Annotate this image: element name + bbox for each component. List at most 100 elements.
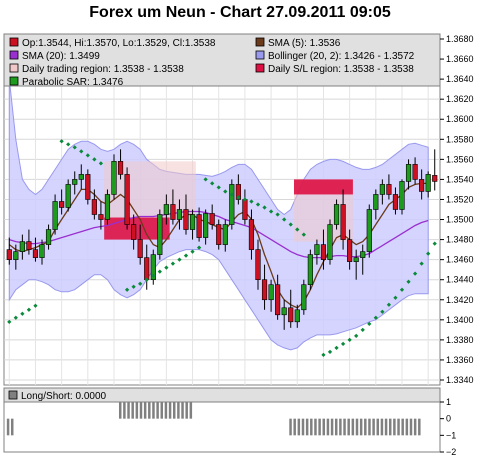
sar-dot: [131, 284, 136, 289]
long-short-bar: [314, 418, 317, 436]
candle-body: [6, 249, 12, 260]
sar-dot: [59, 139, 64, 144]
candle: [189, 209, 196, 240]
candle: [366, 204, 372, 258]
candle: [412, 157, 418, 185]
long-short-bar: [131, 402, 134, 419]
long-short-bar: [177, 402, 180, 419]
candle-body: [124, 174, 130, 225]
indicator-y-tick-label: 1: [446, 397, 451, 407]
long-short-bar: [351, 418, 355, 436]
candle-body: [157, 214, 163, 255]
candle: [157, 209, 163, 260]
candle: [170, 189, 176, 225]
long-short-bar: [181, 402, 184, 419]
legend-label: Op:1.3544, Hi:1.3570, Lo:1.3529, Cl:1.35…: [22, 38, 216, 49]
sar-dot: [138, 281, 143, 286]
long-short-bar: [168, 402, 172, 419]
candle-body: [137, 239, 143, 258]
long-short-bar: [384, 418, 388, 436]
long-short-bar: [359, 418, 363, 436]
candle-body: [163, 204, 169, 215]
candle: [98, 201, 104, 230]
candle: [150, 249, 156, 285]
long-short-bar: [156, 402, 159, 419]
long-short-bar: [148, 402, 151, 419]
legend-swatch: [255, 50, 265, 60]
candle: [65, 179, 71, 212]
candle-body: [104, 194, 111, 220]
candle-body: [340, 204, 346, 240]
indicator-legend-swatch: [8, 390, 18, 400]
legend-swatch: [9, 63, 19, 73]
candle-body: [144, 257, 150, 281]
candle-body: [268, 284, 274, 301]
candle-body: [19, 241, 25, 252]
candle-body: [347, 239, 353, 262]
candle-body: [52, 201, 58, 230]
candle-body: [13, 251, 19, 260]
candle: [176, 199, 183, 230]
long-short-bar: [189, 402, 193, 419]
candle-body: [261, 279, 268, 301]
sar-dot: [406, 279, 411, 284]
candle: [373, 189, 379, 220]
y-tick-label: 1.3500: [446, 215, 474, 225]
legend-entry: Daily trading region: 1.3538 - 1.3538: [9, 63, 184, 75]
y-tick-label: 1.3360: [446, 355, 474, 365]
candle-body: [229, 184, 235, 225]
candle: [183, 194, 189, 235]
candle: [405, 159, 412, 190]
candle: [222, 219, 228, 252]
legend-swatch: [9, 76, 19, 86]
long-short-bar: [123, 402, 126, 419]
candle-body: [78, 174, 84, 180]
y-tick-label: 1.3580: [446, 134, 474, 144]
daily-trading-region: [104, 161, 196, 220]
candle-body: [405, 164, 412, 182]
main-y-axis: 1.3340 1.3360 1.3380 1.3400 1.3420 1.3440 1.34…: [440, 34, 474, 385]
long-short-bar: [185, 402, 188, 419]
candle: [248, 209, 255, 260]
candle-body: [353, 257, 359, 262]
sar-dot: [151, 273, 156, 278]
sar-dot: [249, 199, 254, 204]
candle: [347, 229, 353, 270]
long-short-bar: [397, 418, 400, 436]
candle-body: [399, 181, 405, 210]
sar-dot: [386, 302, 392, 307]
long-short-bar: [301, 418, 305, 436]
long-short-bar: [380, 418, 384, 436]
sar-dot: [216, 185, 221, 190]
sar-dot: [183, 253, 189, 258]
candle: [353, 249, 359, 280]
candle: [216, 219, 222, 250]
long-short-bar: [297, 418, 301, 436]
y-tick-label: 1.3680: [446, 34, 474, 44]
y-tick-label: 1.3380: [446, 335, 474, 345]
sar-dot: [262, 205, 267, 210]
candle-body: [85, 174, 91, 200]
long-short-bar: [409, 418, 413, 436]
sar-dot: [210, 181, 215, 186]
legend-label: Daily S/L region: 1.3538 - 1.3538: [268, 64, 414, 75]
candle: [131, 214, 137, 250]
sar-dot: [190, 249, 195, 254]
candle: [111, 154, 117, 200]
candle-body: [111, 161, 117, 195]
candle-body: [425, 174, 431, 192]
candle-body: [72, 179, 78, 185]
candle-body: [255, 249, 261, 281]
legend-swatch: [9, 37, 19, 47]
long-short-bar: [10, 418, 14, 436]
sar-dot: [268, 209, 274, 214]
candle: [255, 239, 261, 290]
indicator-y-axis: 1 0 −1 −2: [440, 397, 456, 457]
long-short-bar: [160, 402, 164, 419]
legend-entry: Bollinger (20, 2): 1.3426 - 1.3572: [255, 50, 415, 62]
main-legend: Op:1.3544, Hi:1.3570, Lo:1.3529, Cl:1.35…: [9, 37, 415, 88]
long-short-bar: [305, 418, 309, 436]
long-short-bar: [364, 418, 367, 436]
sar-dot: [170, 261, 176, 266]
candle-body: [392, 194, 399, 210]
